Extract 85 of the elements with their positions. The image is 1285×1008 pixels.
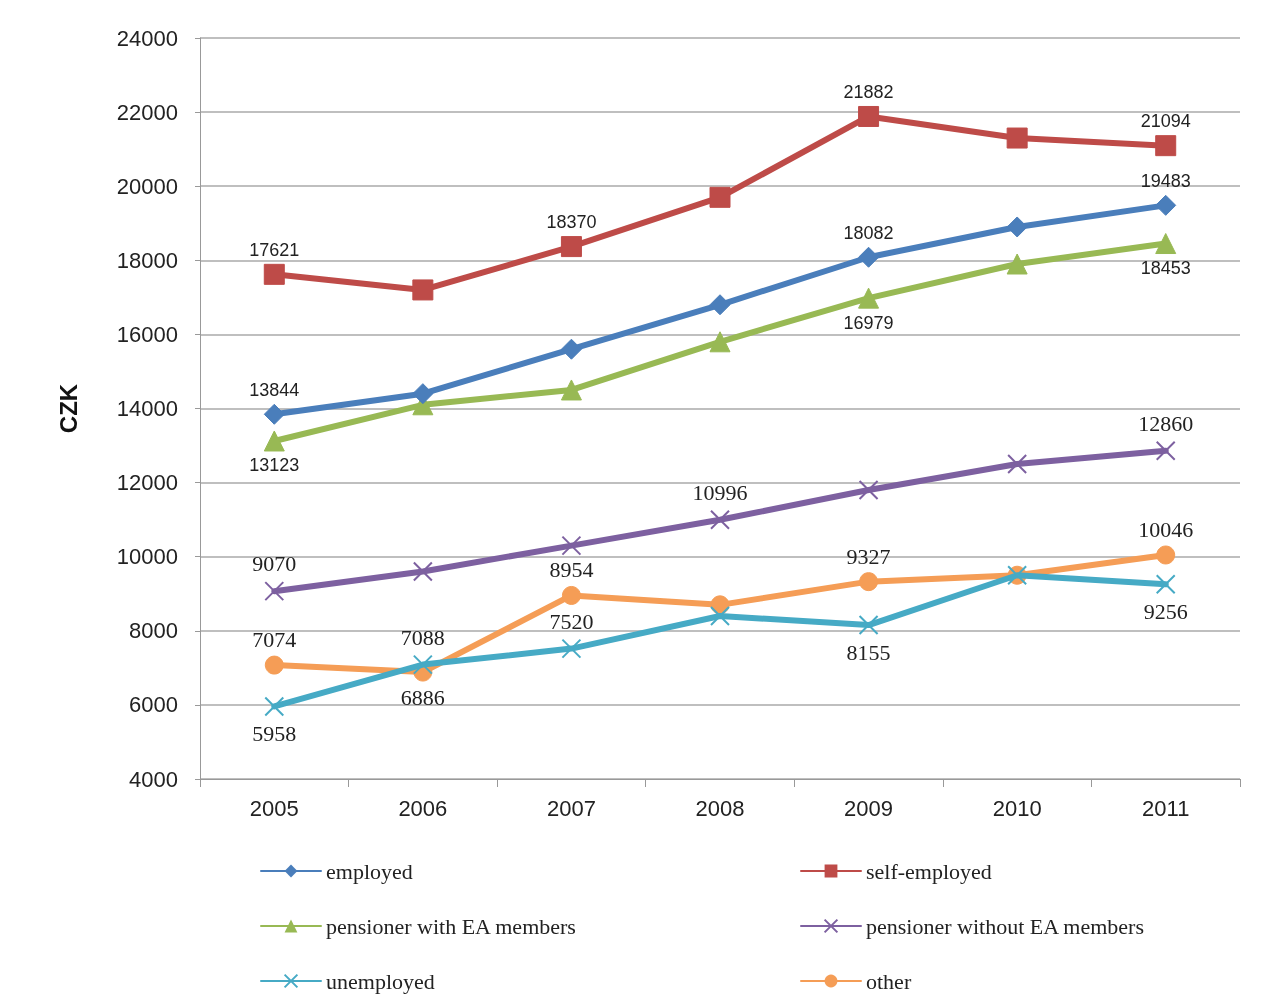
point <box>1006 253 1028 275</box>
y-tick-label: 22000 <box>116 99 178 125</box>
data-label: 10046 <box>1138 517 1194 542</box>
y-tick-label: 20000 <box>116 173 178 199</box>
data-label: 9070 <box>252 551 297 577</box>
point <box>560 338 582 360</box>
legend-label: pensioner without EA members <box>866 913 1145 939</box>
point <box>709 331 731 353</box>
data-label: 8155 <box>846 640 891 666</box>
y-tick-label: 10000 <box>116 544 178 570</box>
data-label: 21094 <box>1140 111 1191 132</box>
point <box>858 480 879 501</box>
point <box>264 696 285 717</box>
y-axis-title: CZK <box>54 383 82 434</box>
point <box>1156 545 1176 565</box>
data-label: 21882 <box>843 81 894 102</box>
x-tick-label: 2005 <box>249 795 299 821</box>
x-tick-label: 2008 <box>695 795 745 821</box>
y-tick-label: 12000 <box>116 470 178 496</box>
point <box>263 430 285 452</box>
data-label: 5958 <box>252 721 297 747</box>
data-label: 13123 <box>249 455 300 476</box>
y-tick-label: 8000 <box>129 618 178 644</box>
point <box>412 383 434 405</box>
point <box>1155 574 1176 595</box>
point <box>412 654 433 675</box>
point <box>263 403 285 425</box>
legend-label: self-employed <box>866 858 992 884</box>
point <box>1006 127 1028 149</box>
point <box>858 246 880 268</box>
point <box>560 236 582 258</box>
legend-label: pensioner with EA members <box>326 913 576 939</box>
data-label: 7520 <box>549 608 594 634</box>
legend-label: unemployed <box>326 968 435 994</box>
data-label: 13844 <box>249 379 300 400</box>
point <box>1007 454 1028 475</box>
point <box>560 379 582 401</box>
point <box>858 105 880 127</box>
data-label: 18370 <box>546 212 597 233</box>
point <box>709 186 731 208</box>
y-tick-label: 18000 <box>116 247 178 273</box>
y-tick-label: 16000 <box>116 321 178 347</box>
data-label: 18453 <box>1140 258 1191 279</box>
x-tick-label: 2007 <box>546 795 596 821</box>
point <box>1155 135 1177 157</box>
legend-label: other <box>866 968 912 994</box>
point <box>561 638 582 659</box>
point <box>264 655 284 675</box>
x-tick-label: 2011 <box>1142 795 1190 821</box>
y-tick-label: 14000 <box>116 396 178 421</box>
point <box>263 263 285 285</box>
point <box>264 581 285 602</box>
data-label: 9327 <box>846 543 891 569</box>
data-label: 12860 <box>1138 410 1194 436</box>
y-tick-label: 4000 <box>129 766 178 792</box>
data-label: 8954 <box>549 557 594 583</box>
x-tick-label: 2009 <box>844 795 894 821</box>
data-label: 17621 <box>249 239 300 260</box>
point <box>561 585 581 605</box>
y-tick-label: 6000 <box>129 692 178 718</box>
point <box>1006 216 1028 238</box>
data-label: 10996 <box>692 479 748 505</box>
point <box>412 279 434 301</box>
data-label: 18082 <box>843 222 894 243</box>
point <box>1155 440 1176 461</box>
point <box>1155 194 1177 216</box>
data-label: 19483 <box>1140 170 1191 191</box>
data-label: 7088 <box>400 624 445 650</box>
point <box>710 605 730 626</box>
data-label: 16979 <box>843 312 894 333</box>
point <box>859 572 879 592</box>
data-label: 7074 <box>252 627 297 653</box>
y-tick-label: 24000 <box>116 25 178 51</box>
data-label: 9256 <box>1143 599 1188 625</box>
point <box>710 509 730 530</box>
point <box>412 561 433 582</box>
point <box>709 294 731 316</box>
point <box>858 287 880 309</box>
point <box>561 535 582 556</box>
x-tick-label: 2010 <box>992 795 1042 821</box>
x-tick-label: 2006 <box>398 795 448 821</box>
point <box>858 615 879 636</box>
point <box>1155 233 1177 255</box>
legend-label: employed <box>326 858 413 884</box>
data-label: 6886 <box>400 685 445 711</box>
